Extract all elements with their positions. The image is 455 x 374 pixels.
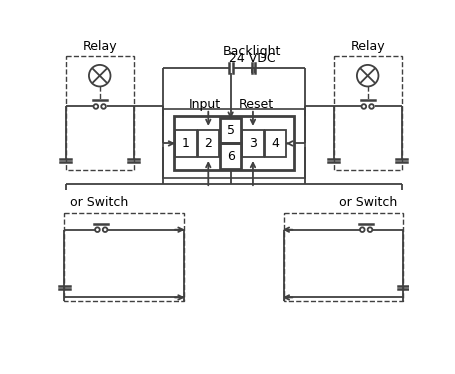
Bar <box>162 109 304 178</box>
Bar <box>242 129 263 157</box>
Bar <box>197 129 218 157</box>
Bar <box>264 129 285 157</box>
Text: 24 VDC: 24 VDC <box>228 52 275 65</box>
Bar <box>64 213 183 301</box>
Text: 4: 4 <box>271 137 278 150</box>
Bar <box>175 129 196 157</box>
Text: 2: 2 <box>204 137 212 150</box>
Bar <box>173 116 293 171</box>
Bar <box>66 56 133 171</box>
Bar <box>333 56 401 171</box>
Text: 5: 5 <box>226 124 234 137</box>
Text: 3: 3 <box>248 137 256 150</box>
Text: Input: Input <box>188 98 220 111</box>
Text: Backlight: Backlight <box>222 45 281 58</box>
Text: or Switch: or Switch <box>70 196 128 209</box>
Text: Relay: Relay <box>349 40 384 53</box>
Text: 6: 6 <box>226 150 234 163</box>
Text: Relay: Relay <box>82 40 117 53</box>
Bar <box>283 213 402 301</box>
Bar <box>219 118 241 144</box>
Text: 1: 1 <box>182 137 189 150</box>
Text: Reset: Reset <box>239 98 274 111</box>
Text: or Switch: or Switch <box>339 196 397 209</box>
Bar <box>219 144 241 169</box>
